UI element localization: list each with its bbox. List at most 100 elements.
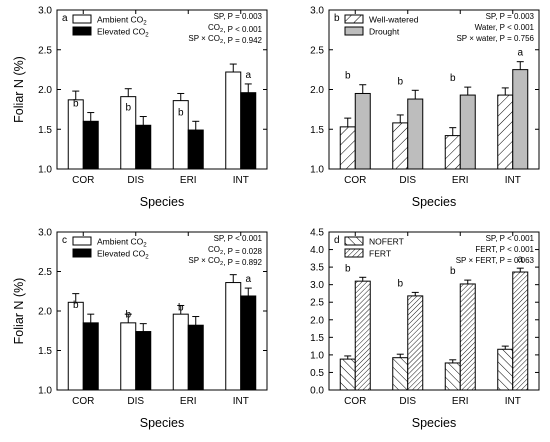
panel-letter: a xyxy=(62,13,68,24)
legend-label: FERT xyxy=(369,249,391,259)
bar-gray xyxy=(354,92,371,170)
y-tick-label: 1.0 xyxy=(310,165,324,176)
legend-swatch xyxy=(72,248,92,258)
significance-letter: b xyxy=(178,303,184,314)
bar-black xyxy=(135,331,152,391)
bar-hatch-back xyxy=(339,358,356,391)
y-tick-label: 1.0 xyxy=(38,165,52,176)
x-tick-label: INT xyxy=(505,175,521,186)
x-tick-label: INT xyxy=(505,396,521,407)
panel-a: 1.0 1.5 2.0 2.5 3.0 COR b DIS b ERI b INT a a Ambient … xyxy=(12,6,268,209)
y-tick-label: 1.5 xyxy=(310,333,324,344)
stats-line: SP × water, P = 0.756 xyxy=(456,34,534,43)
bar-black xyxy=(240,295,257,391)
legend-label: NOFERT xyxy=(369,237,404,247)
x-tick-label: INT xyxy=(233,396,249,407)
bar-hatch xyxy=(444,135,461,170)
bar-black xyxy=(187,129,204,170)
x-tick-label: DIS xyxy=(399,175,416,186)
bar-white xyxy=(172,313,189,391)
x-tick-label: ERI xyxy=(452,396,469,407)
bar-hatch-back xyxy=(392,357,409,391)
significance-letter: b xyxy=(450,73,456,84)
bar-black xyxy=(82,120,99,170)
bar-white xyxy=(67,99,84,170)
x-tick-label: COR xyxy=(72,175,94,186)
significance-letter: a xyxy=(517,48,523,59)
panel-letter: d xyxy=(334,235,340,246)
significance-letter: a xyxy=(245,70,251,81)
bar-hatch-dense xyxy=(407,295,424,391)
stats-line: CO2, P < 0.001 xyxy=(208,23,263,34)
stats-line: SP, P = 0.003 xyxy=(486,12,535,21)
stats-line: SP, P < 0.001 xyxy=(486,234,535,243)
legend-label: Ambient CO2 xyxy=(97,15,147,27)
x-tick-label: COR xyxy=(344,396,366,407)
y-tick-label: 1.5 xyxy=(38,346,52,357)
panel-letter: c xyxy=(62,235,67,246)
significance-letter: a xyxy=(517,254,523,265)
y-tick-label: 1.5 xyxy=(310,125,324,136)
panel-letter: b xyxy=(334,13,340,24)
x-tick-label: DIS xyxy=(127,175,144,186)
y-tick-label: 2.5 xyxy=(38,45,52,56)
panel-d: 0.0 0.5 1.0 1.5 2.0 2.5 3.0 3.5 4.0 4.5 COR b DIS b ER… xyxy=(310,228,540,430)
y-tick-label: 1.0 xyxy=(38,386,52,397)
y-tick-label: 2.5 xyxy=(38,267,52,278)
bar-white xyxy=(225,71,242,170)
y-tick-label: 3.5 xyxy=(310,263,324,274)
significance-letter: b xyxy=(397,278,403,289)
bar-black xyxy=(82,322,99,391)
significance-letter: b xyxy=(345,71,351,82)
y-tick-label: 2.5 xyxy=(310,298,324,309)
y-tick-label: 3.0 xyxy=(310,280,324,291)
bar-hatch-dense xyxy=(459,283,476,391)
bar-black xyxy=(187,324,204,391)
bar-black xyxy=(240,92,257,170)
y-tick-label: 0.5 xyxy=(310,368,324,379)
bar-hatch-dense xyxy=(512,271,529,391)
bar-hatch xyxy=(392,122,409,170)
y-tick-label: 1.5 xyxy=(38,125,52,136)
x-tick-label: ERI xyxy=(180,175,197,186)
y-tick-label: 0.0 xyxy=(310,386,324,397)
legend-swatch xyxy=(344,14,364,24)
y-tick-label: 3.0 xyxy=(38,228,52,239)
legend-swatch xyxy=(72,236,92,246)
stats-line: FERT, P < 0.001 xyxy=(475,245,534,254)
legend-swatch xyxy=(344,248,364,258)
significance-letter: b xyxy=(125,310,131,321)
x-axis-label: Species xyxy=(412,195,456,209)
x-tick-label: DIS xyxy=(127,396,144,407)
legend-label: Elevated CO2 xyxy=(97,249,149,261)
y-tick-label: 4.5 xyxy=(310,228,324,239)
stats-line: SP, P < 0.001 xyxy=(214,234,263,243)
bar-white xyxy=(67,301,84,391)
y-tick-label: 2.0 xyxy=(310,315,324,326)
significance-letter: b xyxy=(73,300,79,311)
stats-line: SP × FERT, P = 0.063 xyxy=(456,256,535,265)
significance-letter: a xyxy=(245,274,251,285)
x-tick-label: INT xyxy=(233,175,249,186)
x-tick-label: ERI xyxy=(180,396,197,407)
y-tick-label: 4.0 xyxy=(310,245,324,256)
panel-b: 1.0 1.5 2.0 2.5 3.0 COR b DIS b ERI b INT a b Well-wat… xyxy=(310,6,540,209)
stats-line: SP, P = 0.003 xyxy=(214,12,263,21)
bar-hatch xyxy=(497,94,514,170)
significance-letter: b xyxy=(345,263,351,274)
bar-gray xyxy=(512,69,529,170)
legend-swatch xyxy=(72,26,92,36)
bar-gray xyxy=(407,98,424,170)
bar-white xyxy=(225,282,242,391)
x-tick-label: ERI xyxy=(452,175,469,186)
stats-line: SP × CO2, P = 0.892 xyxy=(188,256,262,267)
legend-swatch xyxy=(72,14,92,24)
significance-letter: b xyxy=(73,99,79,110)
y-tick-label: 2.5 xyxy=(310,45,324,56)
y-tick-label: 2.0 xyxy=(310,85,324,96)
x-axis-label: Species xyxy=(412,416,456,430)
stats-line: Water, P < 0.001 xyxy=(475,23,535,32)
legend-label: Well-watered xyxy=(369,15,419,25)
